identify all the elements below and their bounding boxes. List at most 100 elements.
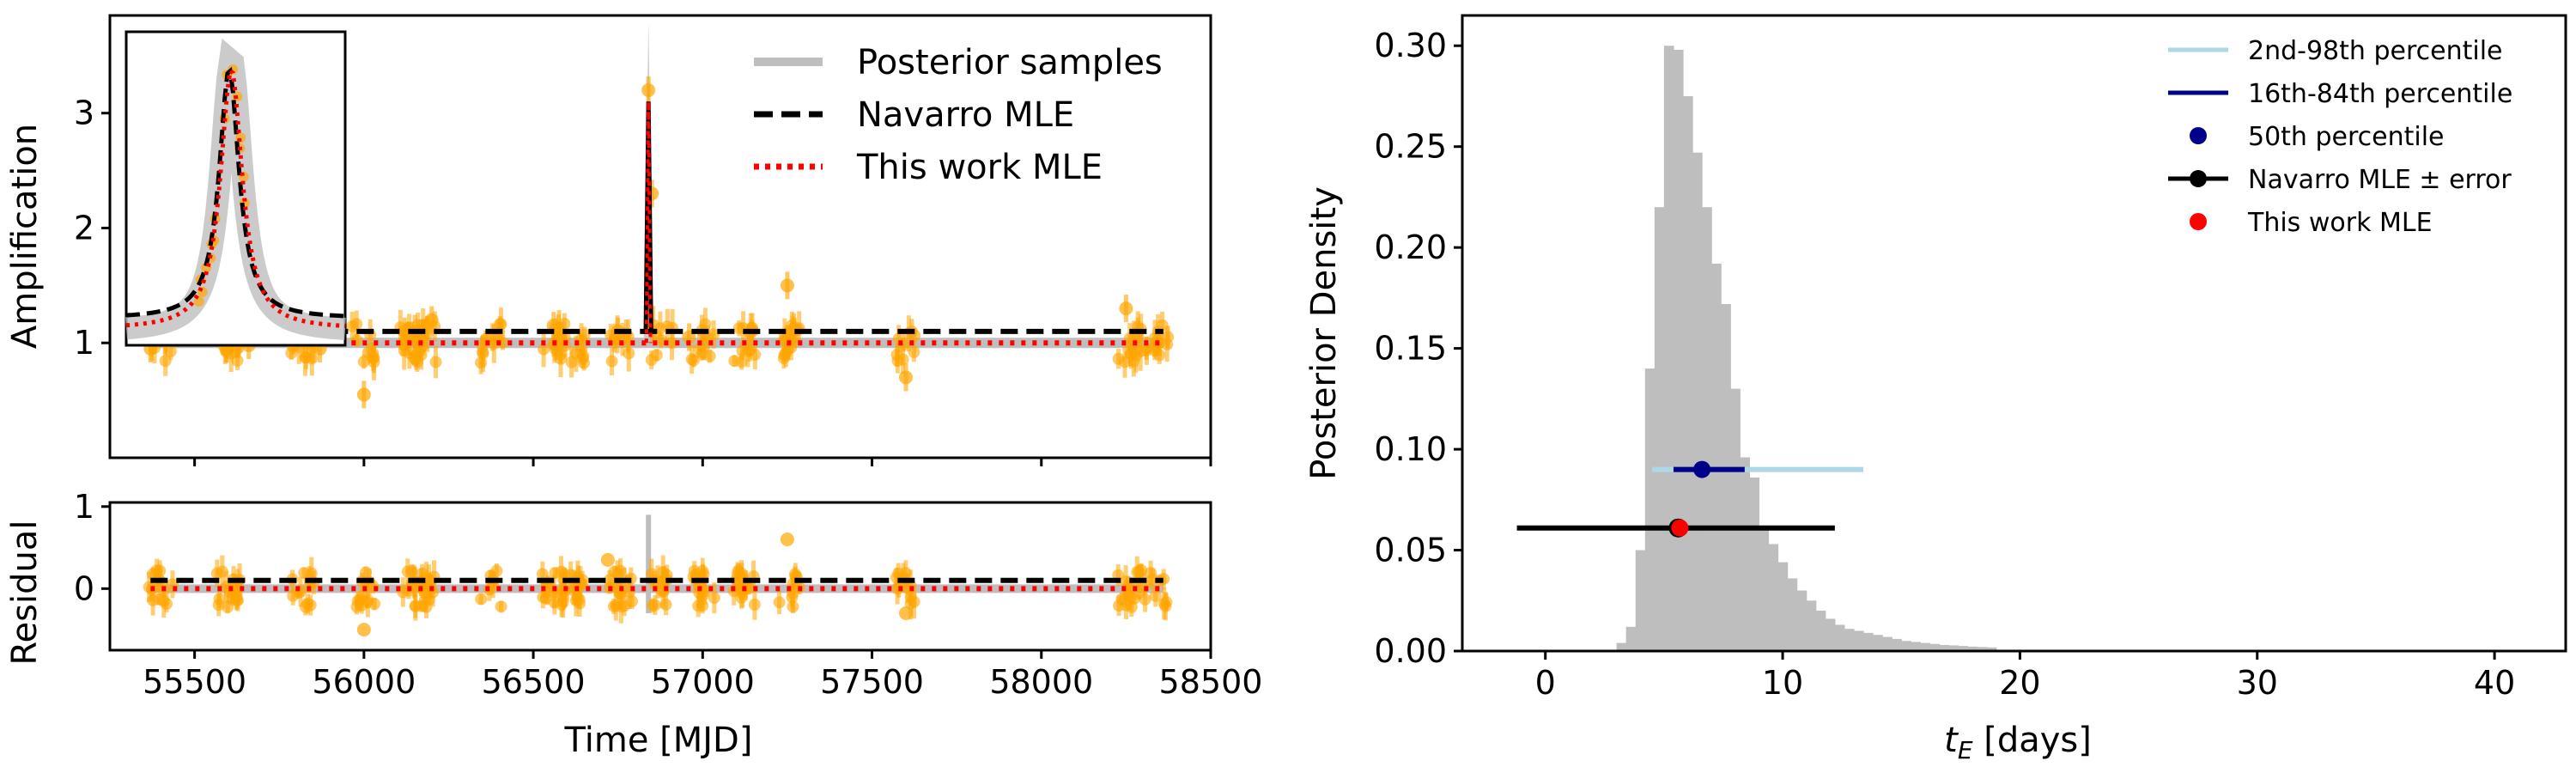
residual-xtick-label: 56000 [312, 663, 416, 701]
posterior-xtick-label: 0 [1535, 664, 1556, 702]
legend-label-p50: 50th percentile [2248, 122, 2445, 152]
data-point [357, 356, 370, 368]
residual-point [368, 598, 381, 611]
posterior-xlabel: tE [days] [1944, 721, 2092, 764]
residual-ytick-label: 1 [74, 488, 94, 526]
residual-point [216, 565, 228, 578]
residual-xtick-label: 58000 [989, 663, 1093, 701]
data-point [285, 347, 298, 360]
histogram-bar [1625, 626, 1637, 651]
residual-point [401, 565, 414, 578]
residual-point [891, 582, 904, 595]
residual-point [708, 592, 720, 605]
histogram-bar [1892, 638, 1902, 651]
residual-point [360, 566, 373, 579]
histogram-bar [1977, 647, 1988, 651]
data-point [1125, 348, 1138, 361]
inset-navarro-curve [125, 66, 346, 319]
legend-label-posterior: Posterior samples [857, 43, 1163, 82]
residual-point [1149, 589, 1162, 602]
residual-point [354, 593, 367, 606]
residual-panel: 55500 56000 56500 57000 57500 58000 58500 0 1 Re… [5, 488, 1262, 760]
histogram-bar [1834, 624, 1845, 651]
histogram-bar [1863, 632, 1874, 651]
legend-swatch-p50 [2190, 127, 2207, 144]
posterior-xtick-label: 10 [1762, 664, 1803, 702]
residual-point [611, 568, 624, 581]
data-point [350, 318, 363, 331]
histogram-bar [1730, 388, 1741, 651]
residual-point [475, 593, 488, 606]
posterior-ylabel: Posterior Density [1304, 186, 1344, 480]
residual-xtick-label: 55500 [143, 663, 246, 701]
residual-ticks: 55500 56000 56500 57000 57500 58000 58500 0 1 [74, 488, 1263, 701]
residual-point [780, 533, 794, 546]
residual-point [574, 597, 586, 610]
legend-label-thiswork-mle: This work MLE [2247, 208, 2433, 238]
residual-point [1157, 597, 1170, 610]
histogram-bar [1911, 642, 1921, 651]
data-point [368, 351, 380, 364]
legend-label-p2-98: 2nd-98th percentile [2248, 36, 2502, 66]
lightcurve-ylabel: Amplification [5, 124, 45, 349]
histogram-bar [1711, 263, 1722, 651]
histogram-bar [1929, 643, 1941, 651]
legend-label-navarro-err: Navarro MLE ± error [2248, 165, 2512, 195]
data-point [780, 278, 794, 293]
legend-label-thiswork: This work MLE [856, 148, 1103, 187]
histogram-bar [1787, 578, 1798, 651]
posterior-xlabel-rest: [days] [1973, 721, 2092, 760]
residual-point [615, 600, 628, 613]
inset-thiswork-curve [125, 66, 346, 328]
residual-point [600, 552, 615, 567]
histogram-bar [1796, 590, 1807, 651]
data-point [605, 355, 618, 368]
lightcurve-legend: Posterior samples Navarro MLE This work … [754, 43, 1163, 187]
residual-point [657, 566, 670, 579]
histogram-bar [1967, 646, 1978, 651]
histogram-bar [1759, 526, 1770, 651]
data-point [356, 387, 371, 402]
histogram-bar [1692, 152, 1703, 651]
data-point [495, 318, 507, 331]
residual-xtick-label: 58500 [1159, 663, 1263, 701]
histogram-bar [1948, 645, 1959, 651]
histogram-bar [1683, 95, 1693, 651]
residual-point [748, 598, 761, 611]
posterior-ytick-label: 0.20 [1374, 228, 1447, 266]
histogram-bar [1702, 207, 1712, 651]
percentile-50-marker [1693, 460, 1711, 478]
lightcurve-axes-frame [108, 14, 1212, 460]
lightcurve-ytick-label: 1 [74, 324, 94, 362]
data-point [687, 354, 700, 367]
inset-posterior-band [125, 38, 346, 340]
posterior-ytick-label: 0.05 [1374, 532, 1447, 569]
histogram-bar [1644, 368, 1656, 651]
residual-point [409, 600, 422, 612]
posterior-marks [1516, 46, 1997, 651]
lightcurve-ticks: 1 2 3 [74, 94, 1212, 466]
histogram-bar [1825, 618, 1836, 651]
data-point [641, 82, 656, 97]
residual-point [659, 598, 672, 611]
data-point [429, 356, 442, 368]
legend-label-p16-84: 16th-84th percentile [2248, 79, 2512, 109]
data-point [693, 343, 706, 356]
histogram-bar [1740, 457, 1750, 651]
data-point [898, 370, 913, 385]
posterior-legend: 2nd-98th percentile 16th-84th percentile… [2168, 36, 2512, 238]
legend-marker-navarro-err [2190, 170, 2207, 187]
histogram-bar [1844, 629, 1855, 651]
data-point [703, 350, 716, 362]
posterior-ytick-label: 0.00 [1374, 632, 1447, 670]
data-point [623, 347, 635, 360]
residual-point [898, 606, 913, 620]
residual-point [645, 568, 658, 581]
residual-point [305, 567, 318, 580]
posterior-axes-frame [1461, 14, 2567, 653]
histogram-bar [1635, 550, 1646, 651]
legend-label-navarro: Navarro MLE [857, 95, 1074, 135]
posterior-panel: 0 10 20 30 40 0.00 0.05 0.10 0.15 0.20 0.25 0.30 Po… [1304, 14, 2567, 764]
histogram-bar [1806, 600, 1817, 651]
